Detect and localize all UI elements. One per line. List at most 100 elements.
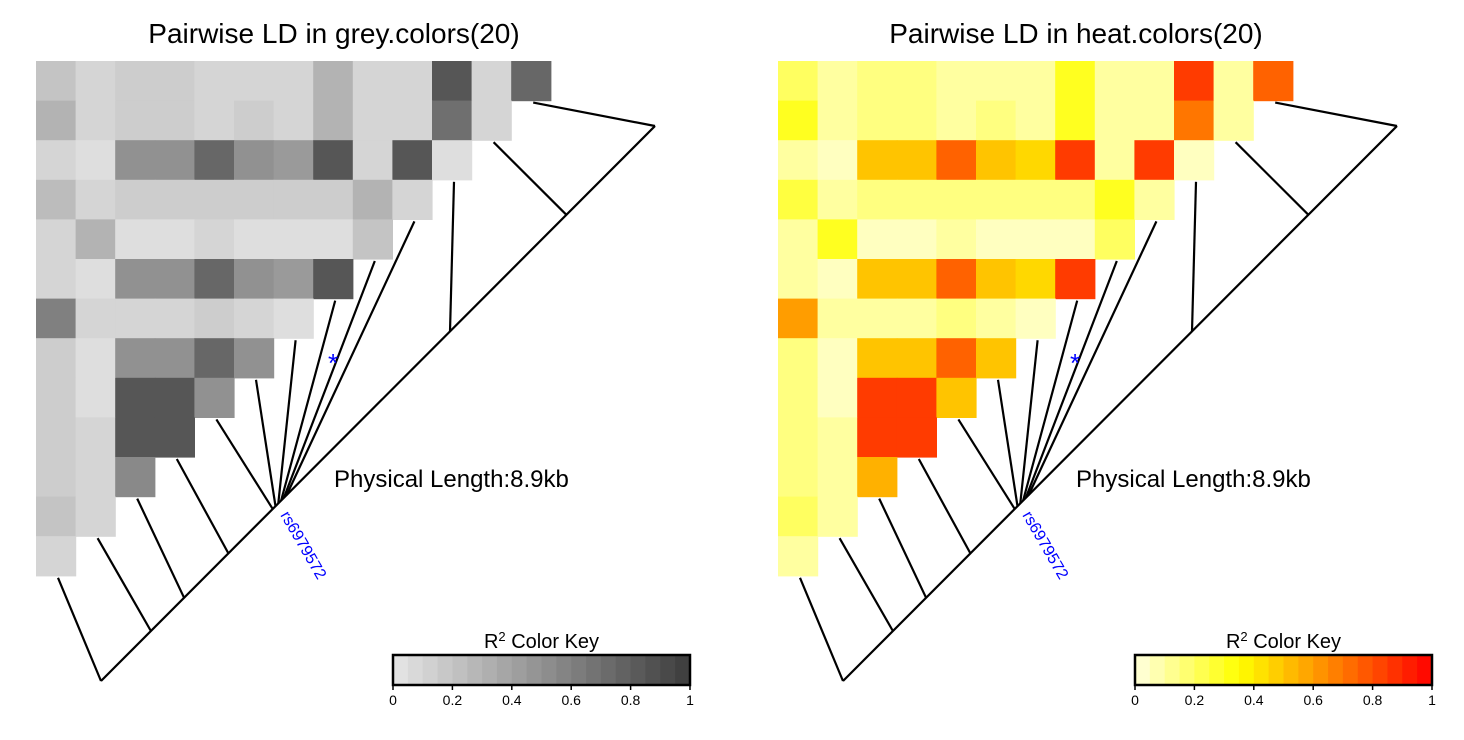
heatmap-cell-r2-c5 — [976, 140, 1017, 181]
heatmap-cell-r7-c2 — [115, 338, 156, 379]
heatmap-cell-r12-c0 — [778, 536, 819, 577]
color-key-tick-label-3: 0.6 — [1303, 692, 1323, 708]
snp-connector-8 — [282, 260, 376, 499]
heatmap-cell-r1-c6 — [273, 100, 314, 141]
heatmap-cell-r3-c6 — [273, 179, 314, 220]
heatmap-cell-r2-c3 — [896, 140, 937, 181]
heatmap-cell-r4-c2 — [857, 219, 898, 260]
heatmap-cell-r6-c2 — [115, 298, 156, 339]
heatmap-cell-r10-c2 — [115, 457, 156, 498]
heatmap-cell-r5-c3 — [896, 259, 937, 300]
color-key-swatch-18 — [1402, 655, 1418, 685]
chart-title: Pairwise LD in heat.colors(20) — [889, 18, 1263, 49]
heatmap-cell-r2-c5 — [234, 140, 275, 181]
heatmap-cell-r3-c2 — [857, 179, 898, 220]
snp-connector-6 — [1019, 340, 1039, 504]
color-key-swatch-12 — [1313, 655, 1329, 685]
heatmap-cell-r0-c1 — [817, 61, 858, 102]
snp-connector-0 — [798, 577, 845, 682]
heatmap-cell-r4-c2 — [115, 219, 156, 260]
heatmap-cell-r0-c6 — [1015, 61, 1056, 102]
color-key: R2 Color Key 0 0.2 0.4 0.6 0.8 1 — [1131, 629, 1436, 709]
heatmap-cell-r6-c0 — [36, 298, 77, 339]
heatmap-cell-r7-c0 — [36, 338, 77, 379]
snp-connector-3 — [917, 458, 972, 554]
color-key-swatch-17 — [645, 655, 661, 685]
heatmap-cell-r6-c4 — [936, 298, 977, 339]
heatmap-cell-r1-c1 — [75, 100, 116, 141]
color-key-tick-label-1: 0.2 — [443, 692, 463, 708]
heatmap-cell-r3-c1 — [75, 179, 116, 220]
heatmap-cell-r8-c2 — [115, 377, 156, 418]
heatmap-cell-r4-c6 — [273, 219, 314, 260]
color-key-swatch-13 — [1328, 655, 1344, 685]
heatmap-cell-r0-c11 — [1213, 61, 1254, 102]
heatmap-cell-r6-c1 — [75, 298, 116, 339]
heatmap-cell-r1-c7 — [313, 100, 354, 141]
heatmap-cell-r7-c4 — [936, 338, 977, 379]
snp-connector-2 — [878, 498, 928, 599]
heatmap-cell-r0-c9 — [1134, 61, 1175, 102]
heatmap-cell-r1-c2 — [115, 100, 156, 141]
heatmap-cell-r8-c0 — [36, 377, 77, 418]
heatmap-cell-r5-c3 — [154, 259, 195, 300]
heatmap-cell-r9-c3 — [154, 417, 195, 458]
heatmap-cell-r4-c0 — [778, 219, 819, 260]
heatmap-cell-r4-c6 — [1015, 219, 1056, 260]
snp-connector-4 — [215, 418, 274, 510]
heatmap-cell-r1-c8 — [1094, 100, 1135, 141]
heatmap-cell-r8-c4 — [194, 377, 235, 418]
heatmap-cell-r6-c3 — [896, 298, 937, 339]
color-key-swatch-17 — [1387, 655, 1403, 685]
heatmap-cell-r1-c7 — [1055, 100, 1096, 141]
heatmap-cell-r0-c3 — [154, 61, 195, 102]
physical-length-label: Physical Length:8.9kb — [1076, 466, 1311, 493]
heatmap-cell-r3-c1 — [817, 179, 858, 220]
heatmap-cell-r1-c0 — [36, 100, 77, 141]
heatmap-cell-r3-c8 — [1094, 179, 1135, 220]
snp-label: rs6979572 — [1019, 509, 1072, 583]
snp-connector-12 — [532, 101, 656, 128]
color-key-tick-label-0: 0 — [389, 692, 397, 708]
color-key-tick-label-4: 0.8 — [621, 692, 641, 708]
heatmap-cell-r2-c4 — [194, 140, 235, 181]
heatmap-cell-r8-c3 — [896, 377, 937, 418]
color-key-swatch-2 — [1164, 655, 1180, 685]
heatmap-cell-r4-c8 — [1094, 219, 1135, 260]
heatmap-cell-r3-c7 — [1055, 179, 1096, 220]
heatmap-cell-r4-c3 — [896, 219, 937, 260]
heatmap-cell-r1-c11 — [471, 100, 512, 141]
color-key-swatch-6 — [482, 655, 498, 685]
snp-marker-asterisk: * — [1070, 348, 1080, 378]
heatmap-cell-r7-c1 — [75, 338, 116, 379]
heatmap-cell-r5-c0 — [778, 259, 819, 300]
color-key-swatch-7 — [1238, 655, 1255, 685]
heatmap-cell-r4-c8 — [352, 219, 393, 260]
snp-connector-9 — [285, 220, 416, 496]
heatmap-cell-r1-c8 — [352, 100, 393, 141]
heatmap-cells — [36, 61, 552, 577]
heatmap-cell-r1-c10 — [432, 100, 473, 141]
color-key-swatch-10 — [1283, 655, 1299, 685]
heatmap-cell-r0-c11 — [471, 61, 512, 102]
heatmap-cell-r0-c12 — [1253, 61, 1294, 102]
snp-connector-6 — [277, 340, 297, 504]
heatmap-cell-r0-c9 — [392, 61, 433, 102]
heatmap-cell-r9-c0 — [778, 417, 819, 458]
heatmap-cell-r0-c10 — [1174, 61, 1215, 102]
heatmap-cell-r11-c1 — [75, 496, 116, 537]
heatmap-cell-r2-c4 — [936, 140, 977, 181]
snp-connector-9 — [1027, 220, 1158, 496]
heatmap-cell-r1-c1 — [817, 100, 858, 141]
color-key-swatch-16 — [630, 655, 646, 685]
heatmap-cell-r8-c3 — [154, 377, 195, 418]
heatmap-cell-r9-c2 — [115, 417, 156, 458]
color-key-swatch-4 — [1194, 655, 1210, 685]
color-key-swatch-19 — [1417, 655, 1433, 685]
heatmap-cell-r0-c3 — [896, 61, 937, 102]
color-key-swatch-8 — [511, 655, 528, 685]
heatmap-cell-r9-c0 — [36, 417, 77, 458]
heatmap-cell-r9-c2 — [857, 417, 898, 458]
heatmap-cell-r2-c1 — [75, 140, 116, 181]
